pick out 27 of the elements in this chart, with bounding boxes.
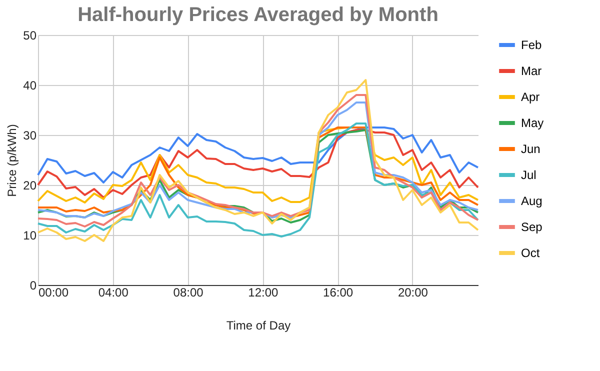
x-tick-label: 04:00: [98, 286, 129, 300]
x-tick-label: 00:00: [38, 286, 69, 300]
x-tick-label: 16:00: [323, 286, 354, 300]
legend-label: May: [521, 116, 544, 130]
y-tick-label: 40: [23, 78, 37, 92]
y-tick-label: 50: [23, 28, 37, 42]
y-tick-label: 30: [23, 128, 37, 142]
y-axis-title: Price (p/kWh): [5, 124, 20, 197]
legend-label: Feb: [521, 38, 542, 52]
legend-label: Apr: [521, 90, 540, 104]
x-axis-title: Time of Day: [226, 318, 291, 332]
legend-label: Jul: [521, 168, 536, 182]
x-tick-label: 20:00: [398, 286, 428, 300]
legend-label: Aug: [521, 194, 542, 208]
x-tick-label: 08:00: [173, 286, 204, 300]
y-tick-label: 10: [23, 228, 37, 242]
line-series: [37, 79, 479, 242]
legend-label: Oct: [521, 246, 540, 260]
legend-label: Sep: [521, 220, 543, 234]
legend-label: Mar: [521, 64, 542, 78]
x-tick-label: 12:00: [248, 286, 279, 300]
y-tick-label: 0: [30, 278, 37, 292]
line-series: [37, 126, 479, 184]
y-tick-label: 20: [23, 178, 37, 192]
chart-title: Half-hourly Prices Averaged by Month: [78, 4, 438, 26]
line-series: [37, 122, 479, 238]
legend-label: Jun: [521, 142, 540, 156]
